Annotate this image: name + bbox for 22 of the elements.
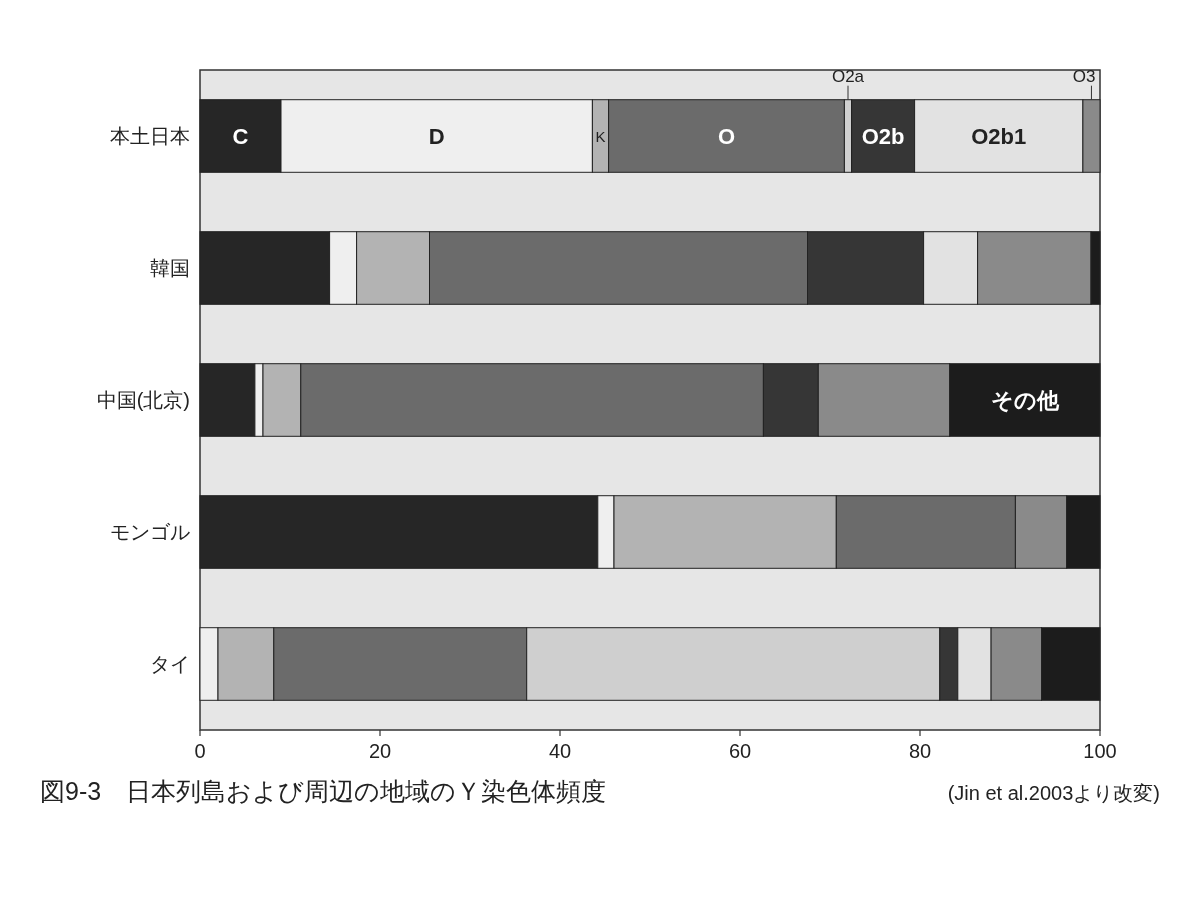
tick-label: 40 <box>548 740 572 762</box>
title: 図9-3 日本列島および周辺の地域のＹ染色体頻度 <box>40 777 607 805</box>
category-label: 本土日本 <box>110 125 190 147</box>
tick-label: 80 <box>908 740 932 762</box>
series-label: その他 <box>990 388 1059 413</box>
series-label: K <box>595 128 606 145</box>
tick-label: 100 <box>1083 740 1117 762</box>
category-label: タイ <box>150 653 190 675</box>
series-label: O2b <box>861 124 905 149</box>
series-label: C <box>232 124 249 149</box>
series-label: O2a <box>831 66 865 86</box>
series-label: D <box>428 124 445 149</box>
category-label: 韓国 <box>150 257 190 279</box>
series-label: O3 <box>1072 66 1096 86</box>
category-label: 中国(北京) <box>96 389 190 411</box>
tick-label: 20 <box>368 740 392 762</box>
annotation: (Jin et al.2003より改変) <box>947 782 1160 804</box>
series-label: O <box>717 124 736 149</box>
tick-label: 0 <box>194 740 206 762</box>
tick-label: 60 <box>728 740 752 762</box>
series-label: O2b1 <box>971 124 1027 149</box>
category-label: モンゴル <box>110 521 190 543</box>
